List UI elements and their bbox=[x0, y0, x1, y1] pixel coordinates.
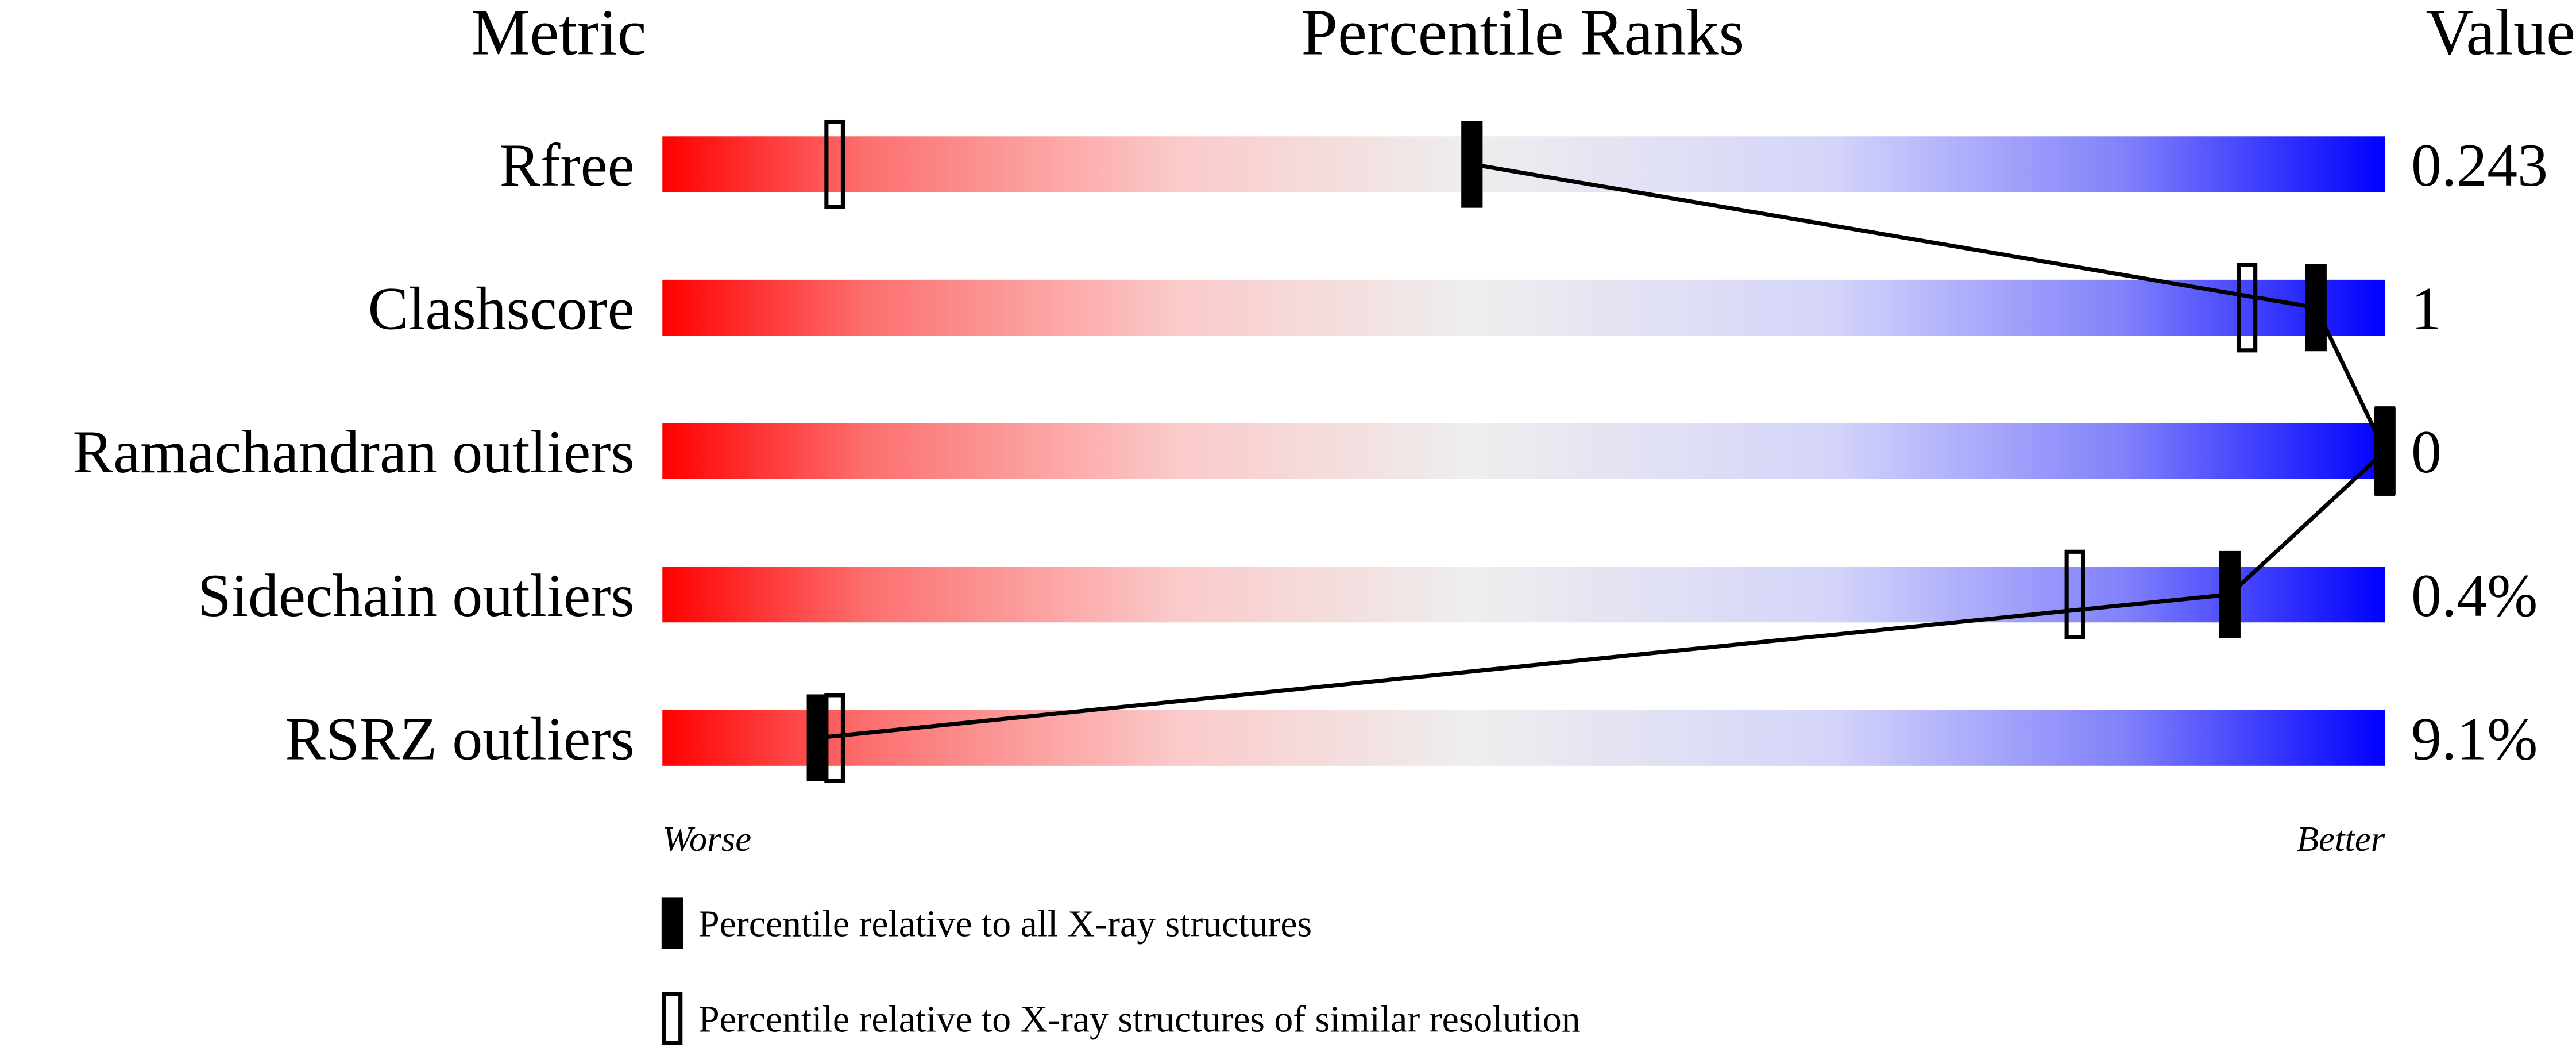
legend-label: Percentile relative to X-ray structures … bbox=[698, 998, 1581, 1040]
x-label-better: Better bbox=[2297, 819, 2385, 859]
percentile-marker bbox=[806, 694, 828, 781]
percentile-marker bbox=[1461, 121, 1483, 208]
metric-value: 9.1% bbox=[2411, 705, 2538, 772]
percentile-bar bbox=[662, 279, 2385, 336]
legend-label: Percentile relative to all X-ray structu… bbox=[698, 903, 1312, 945]
metric-value: 0.4% bbox=[2411, 562, 2538, 629]
percentile-marker bbox=[824, 119, 845, 209]
percentile-marker bbox=[2064, 549, 2085, 639]
metric-label: Clashscore bbox=[368, 275, 635, 342]
column-header: Value bbox=[2426, 0, 2575, 68]
percentile-bar bbox=[662, 567, 2385, 623]
metric-label: Sidechain outliers bbox=[198, 562, 635, 629]
column-header: Metric bbox=[472, 0, 647, 68]
legend-marker bbox=[662, 992, 683, 1045]
x-label-worse: Worse bbox=[662, 819, 751, 859]
percentile-marker bbox=[2219, 550, 2241, 638]
bars: Rfree 0.243 Clashscore 1 Ramachandran outlie… bbox=[73, 132, 2548, 772]
column-header: Percentile Ranks bbox=[1301, 0, 1745, 68]
metric-value: 0.243 bbox=[2411, 132, 2548, 199]
percentile-bar bbox=[662, 710, 2385, 766]
metric-value: 1 bbox=[2411, 275, 2442, 342]
metric-label: RSRZ outliers bbox=[285, 705, 634, 772]
metric-value: 0 bbox=[2411, 418, 2442, 486]
percentile-marker bbox=[2305, 264, 2327, 352]
markers bbox=[806, 119, 2396, 783]
percentile-bar bbox=[662, 423, 2385, 479]
metric-label: Ramachandran outliers bbox=[73, 418, 635, 486]
metric-label: Rfree bbox=[500, 132, 635, 199]
percentile-bar bbox=[662, 136, 2385, 192]
legend-marker bbox=[661, 897, 683, 949]
percentile-marker bbox=[2237, 263, 2258, 353]
percentile-marker bbox=[2374, 407, 2396, 495]
